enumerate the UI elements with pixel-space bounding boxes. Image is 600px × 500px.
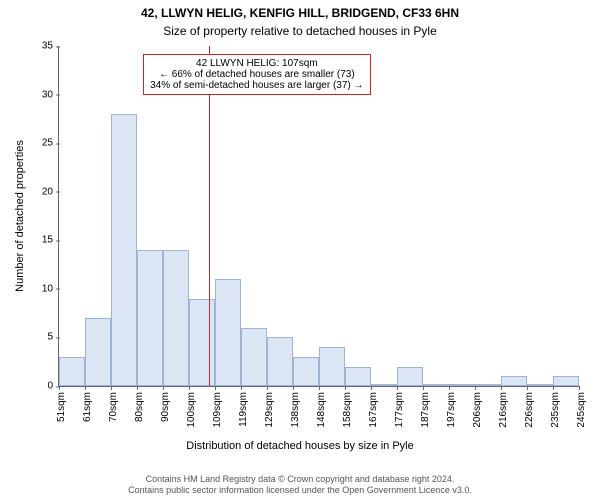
x-tick: 90sqm [160, 392, 171, 422]
y-tick: 30 [42, 89, 59, 100]
histogram-bar [163, 250, 189, 386]
x-tick: 100sqm [186, 392, 197, 428]
histogram-bar [501, 376, 527, 386]
annotation-line: ← 66% of detached houses are smaller (73… [150, 69, 363, 80]
x-tick: 245sqm [576, 392, 587, 428]
histogram-bar [319, 347, 345, 386]
annotation-line: 42 LLWYN HELIG: 107sqm [150, 58, 363, 69]
histogram-bar [293, 357, 319, 386]
histogram-bar [189, 299, 215, 386]
x-tick: 61sqm [82, 392, 93, 422]
x-tick: 158sqm [342, 392, 353, 428]
histogram-bar [241, 328, 267, 386]
y-tick: 5 [47, 332, 59, 343]
x-axis-label: Distribution of detached houses by size … [0, 440, 600, 452]
histogram-bar [397, 367, 423, 386]
histogram-bar [267, 337, 293, 386]
y-tick: 10 [42, 283, 59, 294]
x-tick: 119sqm [238, 392, 249, 427]
histogram-bar [553, 376, 579, 386]
chart-title-sub: Size of property relative to detached ho… [0, 24, 600, 38]
reference-line [209, 46, 210, 386]
y-axis-label: Number of detached properties [14, 140, 26, 292]
x-tick: 206sqm [472, 392, 483, 428]
x-tick: 80sqm [134, 392, 145, 422]
x-tick: 187sqm [420, 392, 431, 428]
histogram-bar [215, 279, 241, 386]
y-tick: 20 [42, 186, 59, 197]
histogram-bar [85, 318, 111, 386]
histogram-bar [475, 384, 501, 386]
x-tick: 167sqm [368, 392, 379, 428]
y-tick: 0 [47, 381, 59, 392]
x-tick: 197sqm [446, 392, 457, 428]
x-tick: 216sqm [498, 392, 509, 428]
y-tick: 25 [42, 138, 59, 149]
x-tick: 109sqm [212, 392, 223, 428]
footer-line-1: Contains HM Land Registry data © Crown c… [0, 474, 600, 485]
histogram-bar [527, 384, 553, 386]
annotation-box: 42 LLWYN HELIG: 107sqm← 66% of detached … [143, 54, 370, 95]
chart-title-address: 42, LLWYN HELIG, KENFIG HILL, BRIDGEND, … [0, 6, 600, 20]
x-tick: 235sqm [550, 392, 561, 428]
chart-container: 42, LLWYN HELIG, KENFIG HILL, BRIDGEND, … [0, 0, 600, 500]
histogram-bar [449, 384, 475, 386]
x-tick: 129sqm [264, 392, 275, 428]
x-tick: 177sqm [394, 392, 405, 428]
footer-line-2: Contains public sector information licen… [0, 485, 600, 496]
histogram-bar [371, 384, 397, 386]
histogram-bar [345, 367, 371, 386]
x-tick: 51sqm [56, 392, 67, 422]
x-tick: 226sqm [524, 392, 535, 428]
histogram-bar [423, 384, 449, 386]
x-tick: 70sqm [108, 392, 119, 422]
histogram-bar [137, 250, 163, 386]
histogram-bar [59, 357, 85, 386]
annotation-line: 34% of semi-detached houses are larger (… [150, 80, 363, 91]
x-tick: 148sqm [316, 392, 327, 428]
y-tick: 35 [42, 41, 59, 52]
y-tick: 15 [42, 235, 59, 246]
histogram-bar [111, 114, 137, 386]
x-tick: 138sqm [290, 392, 301, 428]
footer-attribution: Contains HM Land Registry data © Crown c… [0, 474, 600, 497]
plot-area: 42 LLWYN HELIG: 107sqm← 66% of detached … [58, 46, 579, 387]
